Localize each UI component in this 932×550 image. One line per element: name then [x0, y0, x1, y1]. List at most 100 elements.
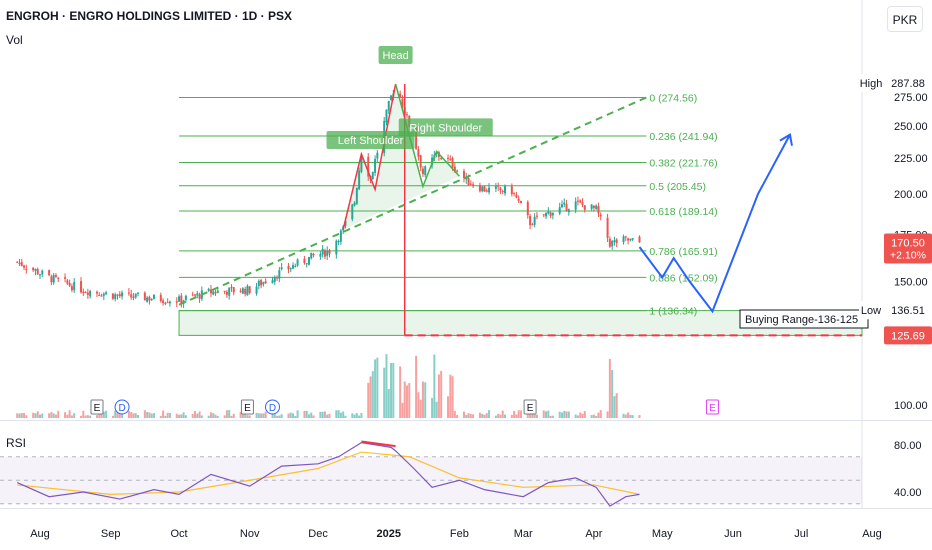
candle-body — [590, 204, 593, 209]
volume-bar — [114, 410, 117, 418]
left-shoulder-label-text: Left Shoulder — [338, 135, 404, 147]
price-tick-label: 150.00 — [894, 277, 928, 289]
candle-body — [225, 291, 228, 295]
volume-bar — [198, 411, 201, 418]
candle-body — [483, 186, 486, 192]
volume-bar — [565, 411, 568, 418]
volume-bar — [178, 414, 181, 418]
volume-bar — [34, 413, 37, 418]
candle-body — [453, 166, 456, 171]
volume-bar — [39, 414, 41, 418]
volume-bar — [622, 413, 625, 418]
low-marker-bg — [884, 301, 932, 320]
volume-bar — [627, 412, 630, 418]
head-label-text: Head — [382, 50, 408, 62]
candle-body — [271, 280, 274, 284]
volume-bar — [401, 402, 404, 418]
time-axis-label: 2025 — [377, 528, 401, 540]
candle-body — [143, 292, 146, 301]
volume-bar — [597, 412, 600, 418]
left-shoulder-label: Left Shoulder — [326, 131, 415, 150]
volume-bar — [230, 415, 233, 418]
candle-body — [230, 286, 233, 288]
candle-body — [606, 217, 609, 238]
volume-bar — [41, 413, 44, 418]
candle-body — [130, 294, 133, 298]
volume-bar — [385, 354, 388, 418]
candle-body — [351, 204, 354, 220]
candle-body — [599, 214, 602, 217]
volume-bar — [481, 413, 484, 418]
price-tick-label: 225.00 — [894, 153, 928, 165]
target-price-marker-value: 125.69 — [891, 330, 925, 342]
candle-body — [54, 275, 57, 277]
candle-body — [18, 262, 21, 264]
volume-bar — [592, 414, 595, 418]
candle-body — [344, 220, 347, 226]
volume-bar — [339, 412, 342, 418]
candle-body — [310, 252, 313, 259]
volume-bar — [102, 411, 105, 418]
candle-body — [73, 282, 76, 291]
price-tick-label: 200.00 — [894, 189, 928, 201]
candle-body — [159, 294, 162, 302]
candle-body — [472, 184, 475, 186]
rsi-label: RSI — [6, 436, 27, 450]
volume-bar — [583, 411, 586, 418]
candle-body — [624, 236, 627, 238]
candle-body — [32, 267, 35, 271]
volume-bar — [228, 410, 231, 418]
volume-bar — [631, 415, 634, 418]
candle-body — [399, 93, 402, 98]
candle-body — [494, 186, 497, 189]
volume-bar — [469, 414, 472, 418]
volume-bar — [504, 414, 507, 418]
candle-body — [565, 204, 568, 211]
candle-body — [531, 224, 534, 226]
candle-body — [294, 265, 297, 267]
volume-bar — [223, 415, 226, 418]
candle-body — [168, 301, 171, 304]
pane-divider — [0, 420, 932, 421]
volume-bar — [50, 412, 53, 418]
candle-body — [419, 155, 422, 168]
volume-bar — [531, 414, 534, 418]
candle-body — [260, 280, 263, 286]
volume-bar — [437, 374, 440, 418]
candle-body — [223, 290, 226, 292]
candle-body — [355, 188, 358, 204]
earnings-marker — [90, 399, 104, 415]
candle-body — [481, 186, 484, 192]
candle-body — [533, 216, 536, 225]
volume-bar — [519, 410, 522, 418]
currency-button[interactable]: PKR — [887, 6, 923, 32]
candle-body — [447, 157, 450, 159]
volume-bar — [451, 376, 454, 418]
volume-bar — [207, 415, 210, 418]
volume-bar — [403, 381, 406, 418]
volume-bar — [216, 415, 219, 418]
candle-body — [280, 267, 283, 270]
candle-body — [264, 281, 267, 284]
fib-level-label: 0 (274.56) — [649, 92, 697, 104]
candle-body — [339, 230, 342, 242]
candle-body — [273, 277, 276, 282]
volume-bar — [196, 413, 199, 418]
volume-bar — [421, 381, 424, 418]
candle-body — [321, 248, 324, 255]
last-price-marker-change: +2.10% — [890, 250, 926, 262]
candle-body — [191, 294, 194, 296]
candle-body — [574, 201, 577, 210]
time-axis-label: Jun — [724, 528, 742, 540]
candle-body — [415, 126, 418, 149]
volume-bar — [143, 410, 146, 418]
candle-body — [638, 236, 641, 243]
candle-body — [563, 202, 566, 205]
volume-bar — [392, 362, 395, 418]
volume-bar — [305, 410, 308, 418]
candle-body — [510, 186, 513, 195]
candle-body — [34, 269, 37, 271]
volume-bar — [358, 415, 361, 418]
volume-bar — [212, 413, 215, 418]
